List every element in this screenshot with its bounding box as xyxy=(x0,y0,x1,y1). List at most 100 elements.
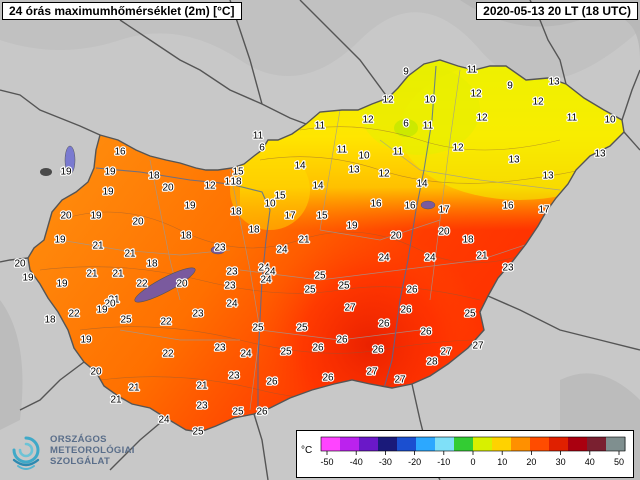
station-value: 20 xyxy=(176,279,188,290)
lake-balaton xyxy=(134,267,196,303)
legend-tick-label: 40 xyxy=(585,457,595,467)
station-value: 13 xyxy=(508,155,520,166)
map-timestamp: 2020-05-13 20 LT (18 UTC) xyxy=(476,2,638,20)
legend-color-swatch xyxy=(587,437,607,451)
legend-color-swatch xyxy=(321,437,341,451)
station-value: 23 xyxy=(226,267,238,278)
station-value: 19 xyxy=(80,335,92,346)
station-value: 25 xyxy=(464,309,476,320)
station-value: 13 xyxy=(548,77,560,88)
station-value: 28 xyxy=(426,357,438,368)
station-value: 22 xyxy=(162,349,174,360)
station-value: 26 xyxy=(372,345,384,356)
legend-color-swatch xyxy=(492,437,512,451)
station-value: 15 xyxy=(316,211,328,222)
legend-color-swatch xyxy=(511,437,531,451)
station-value: 18 xyxy=(248,225,260,236)
station-value: 25 xyxy=(120,315,132,326)
station-value: 24 xyxy=(158,415,170,426)
station-value: 25 xyxy=(280,347,292,358)
station-value: 16 xyxy=(370,199,382,210)
station-value: 19 xyxy=(60,167,72,178)
station-value: 21 xyxy=(298,235,310,246)
station-value: 18 xyxy=(180,231,192,242)
station-value: 14 xyxy=(294,161,306,172)
station-value: 24 xyxy=(226,299,238,310)
logo-line-3: SZOLGÁLAT xyxy=(50,456,111,467)
station-value: 18 xyxy=(230,207,242,218)
legend-color-swatch xyxy=(416,437,436,451)
station-value: 17 xyxy=(538,205,550,216)
station-value: 23 xyxy=(502,263,514,274)
logo-line-2: METEOROLÓGIAI xyxy=(50,445,135,456)
station-value: 27 xyxy=(366,367,378,378)
station-value: 20 xyxy=(438,227,450,238)
station-value: 26 xyxy=(406,285,418,296)
station-value: 18 xyxy=(462,235,474,246)
station-value: 12 xyxy=(532,97,544,108)
station-value: 12 xyxy=(224,177,236,188)
station-value: 14 xyxy=(312,181,324,192)
legend-color-swatch xyxy=(340,437,360,451)
lake-tisza xyxy=(420,200,436,210)
station-value: 26 xyxy=(256,407,268,418)
station-value: 26 xyxy=(312,343,324,354)
station-value: 17 xyxy=(438,205,450,216)
station-value: 11 xyxy=(393,147,404,158)
station-value: 21 xyxy=(476,251,488,262)
station-value: 16 xyxy=(404,201,416,212)
terrain-texture xyxy=(0,300,23,430)
legend-color-swatch xyxy=(435,437,455,451)
station-value: 20 xyxy=(14,259,26,270)
station-value: 25 xyxy=(192,427,204,438)
station-value: 17 xyxy=(284,211,296,222)
station-value: 22 xyxy=(68,309,80,320)
station-value: 19 xyxy=(56,279,68,290)
station-value: 10 xyxy=(604,115,616,126)
map-title: 24 órás maximumhőmérséklet (2m) [°C] xyxy=(2,2,242,20)
station-value: 25 xyxy=(252,323,264,334)
station-value: 22 xyxy=(136,279,148,290)
station-value: 12 xyxy=(452,143,464,154)
legend-color-swatch xyxy=(397,437,417,451)
legend-tick-label: -10 xyxy=(437,457,450,467)
station-value: 19 xyxy=(184,201,196,212)
station-value: 14 xyxy=(416,179,428,190)
station-value: 11 xyxy=(337,145,348,156)
station-value: 25 xyxy=(314,271,326,282)
legend-color-swatch xyxy=(454,437,474,451)
station-value: 26 xyxy=(336,335,348,346)
legend-color-swatch xyxy=(359,437,379,451)
station-value: 19 xyxy=(96,305,108,316)
legend-unit: °C xyxy=(301,445,312,456)
station-value: 23 xyxy=(192,309,204,320)
station-value: 18 xyxy=(146,259,158,270)
station-value: 24 xyxy=(258,263,270,274)
legend-tick-label: -40 xyxy=(350,457,363,467)
station-value: 18 xyxy=(230,177,242,188)
lake-velence xyxy=(210,245,226,255)
station-value: 11 xyxy=(423,121,434,132)
station-value: 15 xyxy=(232,167,244,178)
station-value: 24 xyxy=(378,253,390,264)
station-value: 26 xyxy=(400,305,412,316)
station-value: 27 xyxy=(394,375,406,386)
station-value: 13 xyxy=(542,171,554,182)
station-value: 21 xyxy=(110,395,122,406)
station-value: 21 xyxy=(128,383,140,394)
station-value: 27 xyxy=(440,347,452,358)
station-value: 27 xyxy=(344,303,356,314)
station-value: 21 xyxy=(92,241,104,252)
lake-ferto-small xyxy=(40,168,52,176)
station-value: 9 xyxy=(403,67,409,78)
station-value: 24 xyxy=(260,275,272,286)
station-value: 20 xyxy=(390,231,402,242)
legend-tick-label: 50 xyxy=(614,457,624,467)
station-value: 12 xyxy=(470,89,482,100)
station-value: 25 xyxy=(304,285,316,296)
station-value: 12 xyxy=(382,95,394,106)
station-value: 21 xyxy=(108,295,120,306)
legend-color-swatch xyxy=(530,437,550,451)
